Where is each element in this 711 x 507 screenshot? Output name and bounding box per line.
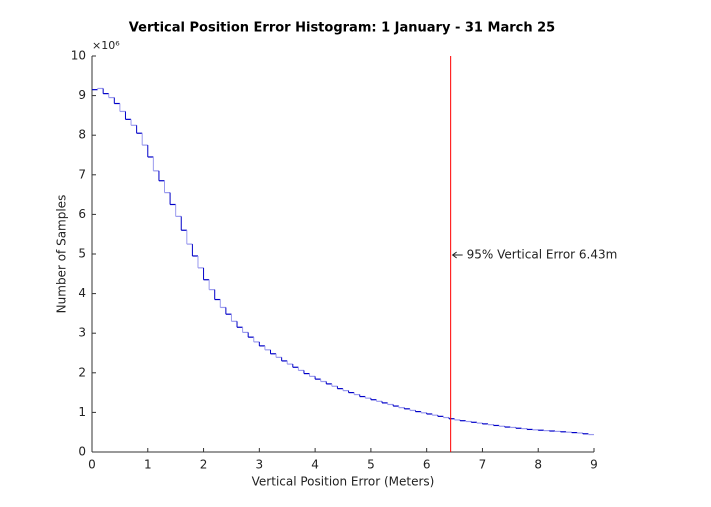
annotation-arrow (451, 251, 463, 259)
x-tick-label: 3 (256, 458, 264, 472)
y-tick-label: 9 (78, 88, 86, 102)
y-tick-label: 6 (78, 207, 86, 221)
y-axis-label: Number of Samples (55, 195, 69, 314)
y-tick-label: 2 (78, 365, 86, 379)
x-tick-label: 5 (367, 458, 375, 472)
x-tick-label: 2 (200, 458, 208, 472)
y-tick-label: 4 (78, 286, 86, 300)
chart-title: Vertical Position Error Histogram: 1 Jan… (129, 21, 555, 36)
x-tick-label: 1 (144, 458, 152, 472)
x-tick-label: 9 (590, 458, 598, 472)
x-tick-label: 8 (534, 458, 542, 472)
y-tick-label: 0 (78, 445, 86, 459)
x-tick-label: 4 (311, 458, 319, 472)
y-multiplier: ×10⁶ (92, 39, 120, 52)
x-tick-label: 0 (88, 458, 96, 472)
x-tick-label: 6 (423, 458, 431, 472)
y-tick-label: 1 (78, 405, 86, 419)
y-tick-label: 3 (78, 326, 86, 340)
y-tick-label: 8 (78, 128, 86, 142)
y-tick-label: 5 (78, 247, 86, 261)
x-tick-label: 7 (479, 458, 487, 472)
reference-label: 95% Vertical Error 6.43m (467, 248, 618, 262)
x-axis-label: Vertical Position Error (Meters) (252, 475, 435, 489)
y-tick-label: 10 (71, 49, 86, 63)
y-tick-label: 7 (78, 167, 86, 181)
